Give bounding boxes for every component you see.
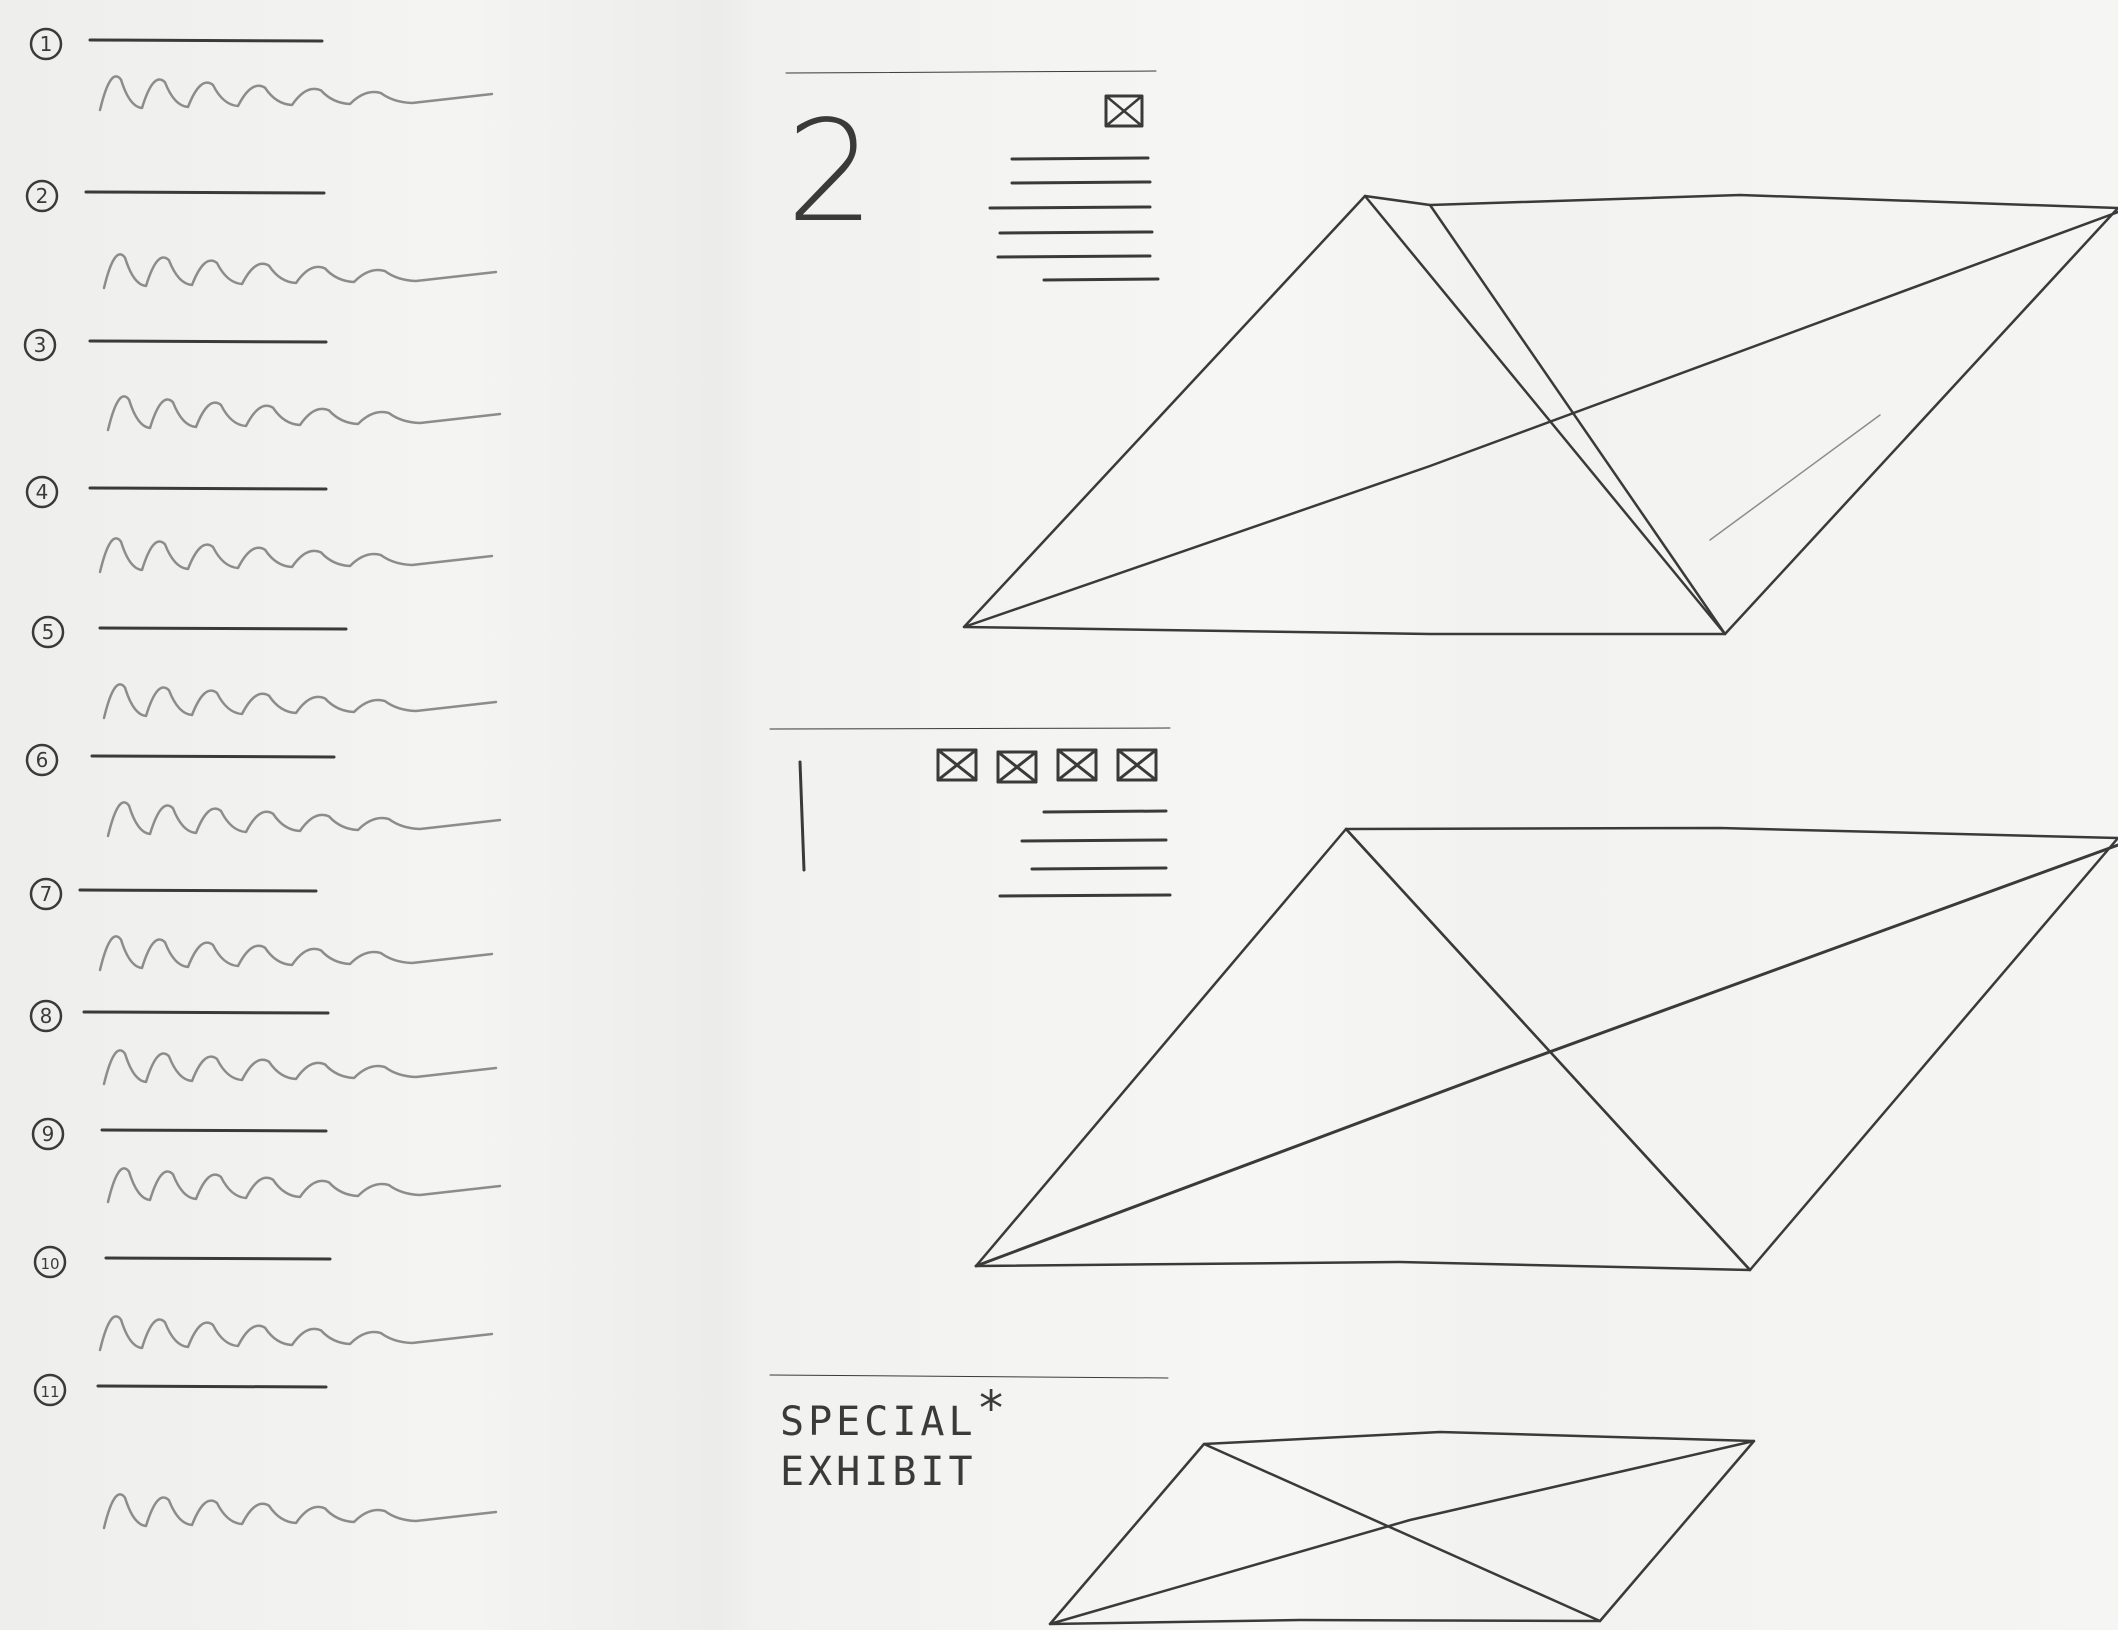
list-number-circle <box>25 179 59 213</box>
list-number-circle <box>25 743 59 777</box>
list-number-circle <box>23 328 57 362</box>
list-description-scribble <box>106 1167 502 1204</box>
list-number-circle <box>31 615 65 649</box>
section-2-divider <box>785 70 1157 74</box>
list-item: 10 <box>33 1245 494 1352</box>
list-number: 7 <box>40 882 53 906</box>
list-description-scribble <box>98 537 494 574</box>
list-number-circle <box>29 999 63 1033</box>
section-1-text-lines <box>998 809 1172 898</box>
list-number: 9 <box>42 1122 55 1146</box>
list-number-circle <box>29 27 63 61</box>
list-item: 4 <box>25 475 494 574</box>
list-description-scribble <box>102 253 498 290</box>
list-title-line <box>88 339 328 344</box>
section-2-number: 2 <box>786 91 875 254</box>
list-number-circle <box>31 1117 65 1151</box>
list-number: 2 <box>36 184 49 208</box>
list-title-line <box>78 888 318 893</box>
image-icon-2 <box>996 750 1038 784</box>
list-number: 5 <box>42 620 55 644</box>
list-title-line <box>90 754 336 759</box>
list-description-scribble <box>102 683 498 720</box>
list-description-scribble <box>98 1315 494 1352</box>
list-number: 1 <box>40 32 53 56</box>
special-label-line2: EXHIBIT <box>780 1449 977 1495</box>
list-description-scribble <box>102 1049 498 1086</box>
list-item: 3 <box>23 328 502 432</box>
section-1-number <box>798 760 806 872</box>
list-item: 5 <box>31 615 498 720</box>
image-icon-3 <box>1056 748 1098 782</box>
special-image-placeholder <box>1048 1430 1756 1626</box>
list-item: 11 <box>33 1373 498 1530</box>
list-number-circle <box>33 1245 67 1279</box>
special-label-line1: SPECIAL <box>780 1399 977 1445</box>
list-description-scribble <box>102 1493 498 1530</box>
list-item: 7 <box>29 877 494 972</box>
list-title-line <box>104 1256 332 1261</box>
list-title-line <box>82 1010 330 1015</box>
list-description-scribble <box>98 75 494 112</box>
list-number: 11 <box>40 1383 59 1401</box>
special-exhibit <box>769 1374 1756 1626</box>
list-title-line <box>84 190 326 195</box>
list-number: 6 <box>36 748 49 772</box>
special-exhibit-label: SPECIAL* EXHIBIT <box>780 1384 1009 1497</box>
list-number: 3 <box>34 333 47 357</box>
list-item: 6 <box>25 743 502 838</box>
asterisk-mark: * <box>976 1381 1010 1437</box>
list-item: 2 <box>25 179 498 290</box>
list-number: 4 <box>36 480 49 504</box>
section-1-image-placeholder <box>974 826 2118 1272</box>
section-2: 2 <box>785 70 2118 636</box>
section-1-divider <box>769 727 1171 730</box>
list-item: 1 <box>29 27 494 112</box>
list-title-line <box>100 1128 328 1133</box>
list-number: 10 <box>40 1255 59 1273</box>
list-number-circle <box>33 1373 67 1407</box>
list-title-line <box>98 626 348 631</box>
list-description-scribble <box>106 801 502 838</box>
list-item: 9 <box>31 1117 502 1204</box>
list-title-line <box>96 1384 328 1389</box>
list-number-circle <box>25 475 59 509</box>
list-description-scribble <box>98 935 494 972</box>
section-1 <box>769 727 2118 1272</box>
image-icon-1 <box>936 748 978 782</box>
section-2-text-lines <box>988 156 1160 282</box>
image-icon-4 <box>1116 748 1158 782</box>
list-title-line <box>88 486 328 491</box>
special-divider <box>769 1374 1169 1379</box>
section-2-image-icon <box>1104 94 1144 128</box>
list-number-circle <box>29 877 63 911</box>
section-2-image-placeholder <box>962 193 2118 636</box>
list-item: 8 <box>29 999 498 1086</box>
section-1-image-icons <box>936 748 1158 784</box>
list-number: 8 <box>40 1004 53 1028</box>
list-title-line <box>88 38 324 43</box>
list-description-scribble <box>106 395 502 432</box>
